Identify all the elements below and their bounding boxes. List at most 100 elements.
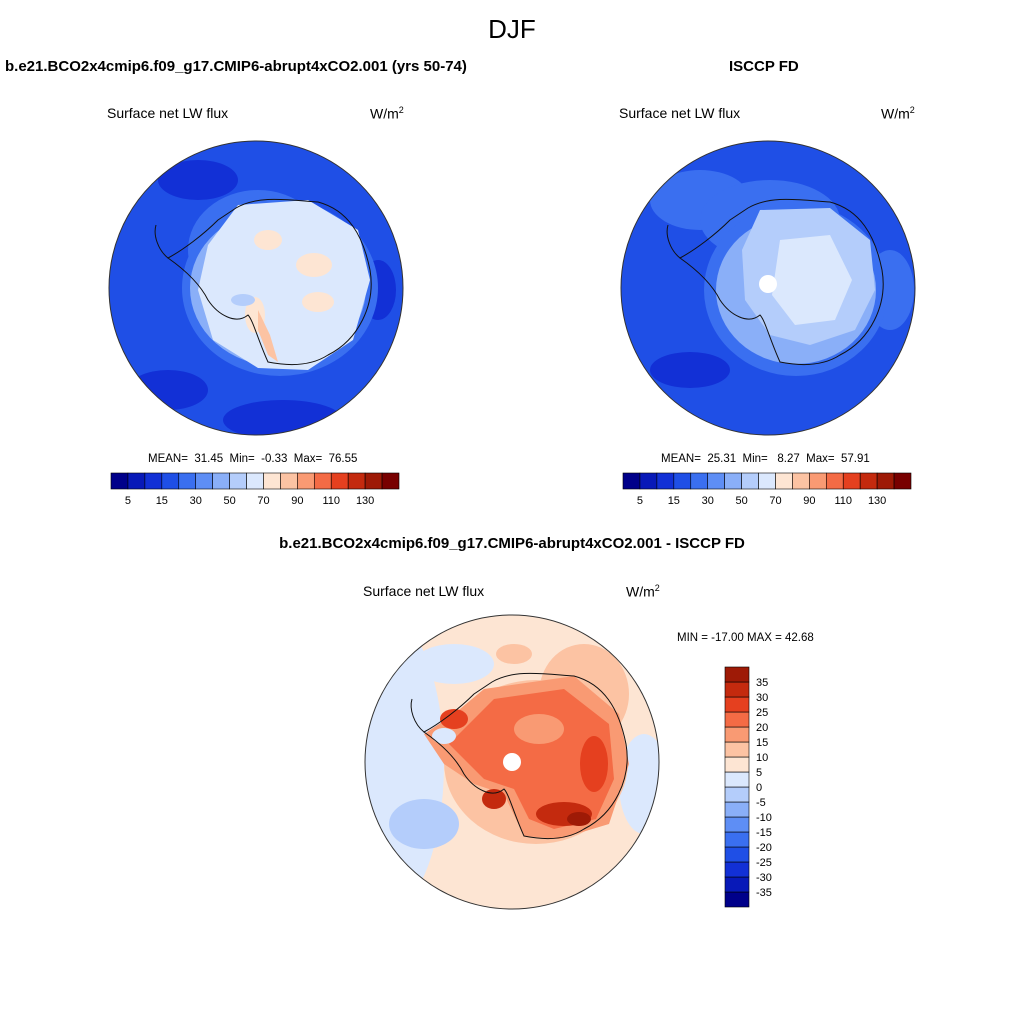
panel3-colorbar-swatch <box>724 786 750 803</box>
panel1-colorbar-swatch <box>127 472 146 490</box>
panel2-colorbar-swatch <box>673 472 692 490</box>
panel1-colorbar-swatch <box>195 472 213 490</box>
panel3-colorbar-swatch <box>724 696 750 713</box>
panel1-stats: MEAN= 31.45 Min= -0.33 Max= 76.55 <box>148 453 358 465</box>
panel3-colorbar-swatch <box>724 756 750 773</box>
antarctica-coastline <box>423 672 628 840</box>
panel2-colorbar-swatch <box>775 472 793 490</box>
panel1-colorbar-swatch <box>381 472 400 490</box>
panel2-colorbar-tick-label: 130 <box>868 495 886 507</box>
panel2-colorbar-swatch <box>893 472 912 490</box>
panel3-colorbar-swatch <box>724 831 750 848</box>
panel2-colorbar-swatch <box>741 472 759 490</box>
panel2-colorbar-swatch <box>876 472 895 490</box>
panel1-variable-label: Surface net LW flux <box>107 105 229 121</box>
panel2-variable-label: Surface net LW flux <box>619 105 741 121</box>
panel3-colorbar-tick-label: -30 <box>756 872 772 884</box>
panel3-colorbar-swatch <box>724 861 750 878</box>
panel1-colorbar-tick-label: 70 <box>257 495 269 507</box>
panel2-colorbar-tick-label: 15 <box>668 495 680 507</box>
panel2-colorbar-swatch <box>622 472 641 490</box>
panel3-colorbar-tick-label: 0 <box>756 782 762 794</box>
panel2-title: ISCCP FD <box>729 58 799 75</box>
panel2-units: W/m2 <box>881 105 915 122</box>
panel1-colorbar-swatch <box>297 472 315 490</box>
panel3-colorbar-tick-label: -20 <box>756 842 772 854</box>
panel1-colorbar-swatch <box>313 472 332 490</box>
panel2-colorbar-tick-label: 110 <box>834 495 852 507</box>
panel2-colorbar-swatch <box>792 472 810 490</box>
panel1-colorbar-tick-label: 15 <box>156 495 168 507</box>
panel1-map <box>108 140 404 436</box>
panel1-colorbar-swatch <box>212 472 230 490</box>
panel3-colorbar-swatch <box>724 816 750 833</box>
panel3-colorbar-tick-label: 15 <box>756 737 768 749</box>
panel3-colorbar-tick-label: 30 <box>756 692 768 704</box>
panel2-colorbar-swatch <box>859 472 878 490</box>
antarctica-coastline <box>679 198 884 366</box>
panel3-colorbar-swatch <box>724 726 750 743</box>
panel3-colorbar-tick-label: 25 <box>756 707 768 719</box>
panel3-colorbar-swatch <box>724 681 750 698</box>
panel2-map <box>620 140 916 436</box>
map-boundary <box>364 614 660 910</box>
panel2-colorbar-tick-label: 30 <box>702 495 714 507</box>
panel2-colorbar-swatch <box>724 472 742 490</box>
panel3-units: W/m2 <box>626 583 660 600</box>
panel1-title: b.e21.BCO2x4cmip6.f09_g17.CMIP6-abrupt4x… <box>5 58 467 75</box>
panel1-colorbar-swatch <box>161 472 180 490</box>
panel2-colorbar-swatch <box>639 472 658 490</box>
panel3-colorbar-tick-label: 5 <box>756 767 762 779</box>
panel1-colorbar-swatch <box>110 472 129 490</box>
panel1-colorbar: 5 15 30 50 70 90 110 130 <box>110 472 400 507</box>
panel3-colorbar-swatch <box>724 891 750 908</box>
panel2-colorbar-swatch <box>825 472 844 490</box>
panel2-colorbar-swatch <box>758 472 776 490</box>
panel3-colorbar-tick-label: 35 <box>756 677 768 689</box>
panel1-units: W/m2 <box>370 105 404 122</box>
panel1-colorbar-tick-label: 90 <box>291 495 303 507</box>
panel3-colorbar-tick-label: -15 <box>756 827 772 839</box>
panel2-colorbar-swatch <box>809 472 827 490</box>
panel3-variable-label: Surface net LW flux <box>363 583 485 599</box>
panel2-colorbar-tick-label: 50 <box>735 495 747 507</box>
panel1-colorbar-swatch <box>246 472 264 490</box>
panel2-colorbar-tick-label: 90 <box>803 495 815 507</box>
panel1-colorbar-swatch <box>229 472 247 490</box>
panel3-colorbar-swatch <box>724 801 750 818</box>
panel1-colorbar-tick-label: 50 <box>223 495 235 507</box>
panel1-colorbar-swatch <box>144 472 163 490</box>
map-boundary <box>108 140 404 436</box>
panel3-colorbar-tick-label: -35 <box>756 887 772 899</box>
panel1-colorbar-swatch <box>263 472 281 490</box>
panel2-stats: MEAN= 25.31 Min= 8.27 Max= 57.91 <box>661 453 870 465</box>
panel2-colorbar-swatch <box>656 472 675 490</box>
panel3-colorbar-swatch <box>724 876 750 893</box>
panel2-colorbar-tick-label: 70 <box>769 495 781 507</box>
panel1-colorbar-tick-label: 5 <box>125 495 131 507</box>
panel3-colorbar-swatch <box>724 741 750 758</box>
map-boundary <box>620 140 916 436</box>
panel2-colorbar-swatch <box>707 472 725 490</box>
panel1-colorbar-swatch <box>347 472 366 490</box>
antarctica-coastline <box>167 198 372 366</box>
panel3-stats: MIN = -17.00 MAX = 42.68 <box>677 632 814 644</box>
panel3-colorbar-swatch <box>724 711 750 728</box>
panel3-map <box>364 614 660 910</box>
panel1-colorbar-tick-label: 30 <box>190 495 202 507</box>
figure-title: DJF <box>488 14 536 44</box>
panel3-colorbar-tick-label: 10 <box>756 752 768 764</box>
panel3-title: b.e21.BCO2x4cmip6.f09_g17.CMIP6-abrupt4x… <box>279 535 745 552</box>
panel1-colorbar-tick-label: 110 <box>322 495 340 507</box>
panel3-colorbar-swatch <box>724 846 750 863</box>
panel2-colorbar-swatch <box>690 472 709 490</box>
panel2-colorbar-swatch <box>842 472 861 490</box>
panel1-colorbar-swatch <box>280 472 298 490</box>
panel3-colorbar-tick-label: -25 <box>756 857 772 869</box>
panel3-colorbar-tick-label: -10 <box>756 812 772 824</box>
panel3-colorbar-tick-label: 20 <box>756 722 768 734</box>
panel3-colorbar: -35 -30 -25 -20 -15 -10 -5 0 5 10 15 20 25 30 35 <box>724 666 772 908</box>
panel1-colorbar-swatch <box>178 472 197 490</box>
panel1-colorbar-swatch <box>330 472 349 490</box>
panel1-colorbar-tick-label: 130 <box>356 495 374 507</box>
